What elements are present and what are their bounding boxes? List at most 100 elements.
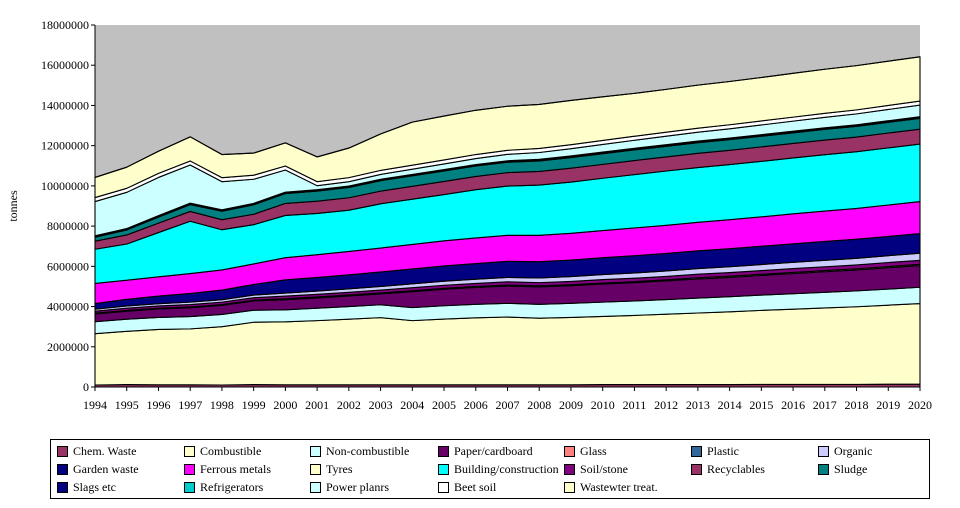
legend-item-garden-waste: Garden waste [57, 461, 139, 477]
y-tick-label: 2000000 [47, 340, 89, 354]
legend-item-glass: Glass [564, 443, 607, 459]
legend-label: Sludge [834, 461, 868, 476]
legend-swatch [184, 463, 195, 475]
legend-swatch [184, 481, 195, 493]
x-tick-label: 2019 [876, 398, 900, 412]
area-series-combustible [94, 56, 921, 178]
legend-swatch [691, 445, 702, 457]
legend-swatch [184, 445, 195, 457]
legend-item-sludge: Sludge [818, 461, 867, 477]
legend-swatch [564, 481, 575, 493]
x-tick-label: 2005 [432, 398, 456, 412]
legend-item-recyclables: Recyclables [691, 461, 765, 477]
legend-label: Recyclables [707, 461, 765, 476]
x-tick-label: 1997 [178, 398, 202, 412]
legend-label: Chem. Waste [73, 443, 137, 458]
legend-item-building-construction: Building/construction [438, 461, 559, 477]
stacked-area-chart: 0 2000000 4000000 6000000 8000000 10000000 120… [6, 18, 932, 412]
y-axis-label: tonnes [6, 190, 20, 222]
legend-item-chem-waste: Chem. Waste [57, 443, 136, 459]
legend-item-beet-soil: Beet soil [438, 479, 496, 495]
y-tick-label: 0 [83, 380, 89, 394]
legend-swatch [818, 463, 829, 475]
x-tick-label: 1994 [83, 398, 107, 412]
x-tick-label: 2016 [781, 398, 805, 412]
x-tick-label: 2007 [496, 398, 520, 412]
legend-item-paper-cardboard: Paper/cardboard [438, 443, 533, 459]
chart-legend: Chem. Waste Combustible Non-combustible Pap… [50, 439, 930, 499]
x-tick-label: 2001 [305, 398, 329, 412]
legend-swatch [691, 463, 702, 475]
legend-label: Building/construction [454, 461, 559, 476]
legend-item-wastewter-treat: Wastewter treat. [564, 479, 658, 495]
legend-swatch [310, 481, 321, 493]
y-tick-label: 14000000 [41, 98, 89, 112]
legend-label: Tyres [326, 461, 353, 476]
legend-label: Glass [580, 443, 607, 458]
legend-label: Beet soil [454, 479, 497, 494]
x-tick-label: 1996 [146, 398, 170, 412]
legend-label: Slags etc [73, 479, 116, 494]
legend-item-organic: Organic [818, 443, 872, 459]
area-series-group [94, 56, 921, 388]
y-tick-label: 12000000 [41, 139, 89, 153]
x-tick-label: 2013 [686, 398, 710, 412]
legend-label: Combustible [200, 443, 262, 458]
x-tick-label: 2012 [654, 398, 678, 412]
x-tick-label: 2014 [718, 398, 742, 412]
y-tick-labels: 0 2000000 4000000 6000000 8000000 10000000 120… [41, 18, 95, 394]
y-tick-label: 16000000 [41, 58, 89, 72]
x-tick-label: 2018 [845, 398, 869, 412]
legend-label: Soil/stone [580, 461, 629, 476]
legend-item-refrigerators: Refrigerators [184, 479, 263, 495]
x-tick-label: 2017 [813, 398, 837, 412]
legend-label: Non-combustible [326, 443, 410, 458]
x-tick-label: 1998 [210, 398, 234, 412]
x-tick-label: 2002 [337, 398, 361, 412]
x-tick-labels: 1994 1995 1996 1997 1998 1999 2000 2001 2002 2003… [83, 387, 932, 412]
legend-swatch [438, 463, 449, 475]
x-tick-label: 1995 [115, 398, 139, 412]
legend-label: Plastic [707, 443, 739, 458]
legend-swatch [310, 445, 321, 457]
legend-item-power-planrs: Power planrs [310, 479, 389, 495]
legend-item-plastic: Plastic [691, 443, 739, 459]
legend-swatch [818, 445, 829, 457]
x-tick-label: 2000 [273, 398, 297, 412]
legend-swatch [438, 481, 449, 493]
legend-label: Refrigerators [200, 479, 264, 494]
legend-swatch [57, 463, 68, 475]
y-tick-label: 4000000 [47, 300, 89, 314]
y-tick-label: 18000000 [41, 18, 89, 32]
x-tick-label: 1999 [242, 398, 266, 412]
legend-item-ferrous-metals: Ferrous metals [184, 461, 271, 477]
x-tick-label: 2003 [369, 398, 393, 412]
legend-label: Power planrs [326, 479, 389, 494]
legend-swatch [564, 445, 575, 457]
x-tick-label: 2010 [591, 398, 615, 412]
x-tick-label: 2006 [464, 398, 488, 412]
legend-item-soil-stone: Soil/stone [564, 461, 628, 477]
y-tick-label: 8000000 [47, 219, 89, 233]
legend-item-combustible: Combustible [184, 443, 261, 459]
legend-swatch [57, 445, 68, 457]
legend-label: Organic [834, 443, 873, 458]
legend-swatch [57, 481, 68, 493]
legend-item-tyres: Tyres [310, 461, 352, 477]
x-tick-label: 2009 [559, 398, 583, 412]
legend-swatch [438, 445, 449, 457]
legend-item-non-combustible: Non-combustible [310, 443, 409, 459]
x-tick-label: 2008 [527, 398, 551, 412]
legend-swatch [310, 463, 321, 475]
legend-label: Ferrous metals [200, 461, 271, 476]
legend-label: Paper/cardboard [454, 443, 533, 458]
x-tick-label: 2004 [400, 398, 424, 412]
y-tick-label: 6000000 [47, 259, 89, 273]
x-tick-label: 2011 [623, 398, 647, 412]
y-tick-label: 10000000 [41, 179, 89, 193]
legend-label: Garden waste [73, 461, 139, 476]
legend-label: Wastewter treat. [580, 479, 658, 494]
legend-item-slags-etc: Slags etc [57, 479, 116, 495]
x-tick-label: 2015 [749, 398, 773, 412]
legend-swatch [564, 463, 575, 475]
